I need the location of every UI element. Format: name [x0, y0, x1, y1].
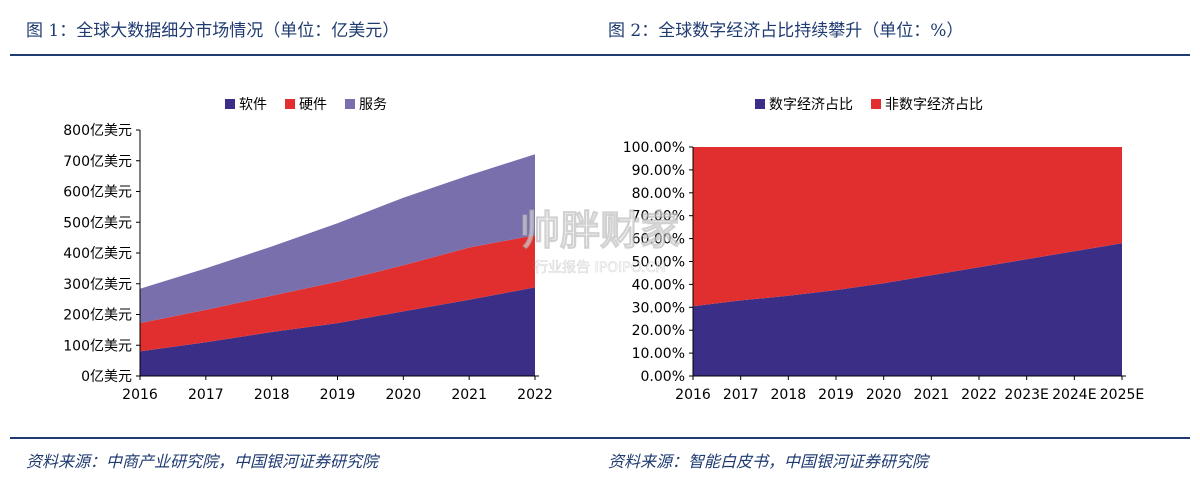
x-tick-label-0-6: 2022	[517, 387, 553, 403]
y-tick-label-0-7: 700亿美元	[63, 154, 132, 170]
bottom-rule	[10, 437, 1190, 439]
source-left: 资料来源：中商产业研究院，中国银河证券研究院	[26, 452, 379, 471]
y-tick-label-0-4: 400亿美元	[63, 246, 132, 262]
y-tick-label-0-1: 100亿美元	[63, 338, 132, 354]
y-tick-label-1-8: 80.00%	[632, 186, 685, 202]
x-tick-label-1-5: 2021	[914, 387, 950, 403]
legend-label-0-1: 硬件	[299, 97, 327, 113]
chart-right: 0.00% 10.00% 20.00% 30.00% 40.00% 50.00% 60.00…	[623, 97, 1145, 403]
chart-left: 0亿美元 100亿美元 200亿美元 300亿美元 400亿美元 500亿美元 600亿美元…	[63, 97, 553, 403]
y-tick-label-1-9: 90.00%	[632, 163, 685, 179]
legend-swatch-1-0	[755, 99, 765, 109]
y-tick-label-0-0: 0亿美元	[81, 369, 132, 385]
y-tick-label-0-5: 500亿美元	[63, 215, 132, 231]
y-tick-label-1-6: 60.00%	[632, 232, 685, 248]
y-tick-label-0-6: 600亿美元	[63, 185, 132, 201]
y-tick-label-1-5: 50.00%	[632, 255, 685, 271]
x-tick-label-1-4: 2020	[866, 387, 902, 403]
y-tick-label-1-3: 30.00%	[632, 300, 685, 316]
y-tick-label-1-1: 10.00%	[632, 346, 685, 362]
x-tick-label-0-5: 2021	[451, 387, 487, 403]
x-tick-label-1-1: 2017	[723, 387, 759, 403]
y-tick-label-0-8: 800亿美元	[63, 123, 132, 139]
y-tick-label-1-0: 0.00%	[641, 369, 685, 385]
legend-label-1-0: 数字经济占比	[769, 97, 853, 113]
x-tick-label-1-0: 2016	[675, 387, 711, 403]
x-tick-label-1-8: 2024E	[1052, 387, 1096, 403]
x-tick-label-0-1: 2017	[188, 387, 224, 403]
x-tick-label-1-9: 2025E	[1100, 387, 1144, 403]
y-tick-label-1-4: 40.00%	[632, 277, 685, 293]
legend-label-0-2: 服务	[359, 97, 387, 113]
y-tick-label-1-7: 70.00%	[632, 209, 685, 225]
x-tick-label-0-0: 2016	[122, 387, 158, 403]
y-tick-label-0-2: 200亿美元	[63, 308, 132, 324]
y-tick-label-1-2: 20.00%	[632, 323, 685, 339]
y-tick-label-0-3: 300亿美元	[63, 277, 132, 293]
area-series-0-0	[140, 287, 535, 376]
x-tick-label-1-2: 2018	[771, 387, 807, 403]
legend-swatch-1-1	[871, 99, 881, 109]
legend-swatch-0-1	[285, 99, 295, 109]
x-tick-label-1-3: 2019	[818, 387, 854, 403]
x-tick-label-0-2: 2018	[254, 387, 290, 403]
chart-title-left: 图 1：全球大数据细分市场情况（单位：亿美元）	[26, 21, 400, 41]
x-tick-label-0-3: 2019	[320, 387, 356, 403]
legend-swatch-0-2	[345, 99, 355, 109]
area-series-1-1	[693, 147, 1122, 307]
top-rule	[10, 54, 1190, 56]
area-series-0-2	[140, 154, 535, 324]
x-tick-label-0-4: 2020	[386, 387, 422, 403]
legend-swatch-0-0	[225, 99, 235, 109]
source-right: 资料来源：智能白皮书，中国银河证券研究院	[608, 452, 929, 471]
area-series-1-0	[693, 243, 1122, 376]
area-series-0-1	[140, 235, 535, 352]
legend-label-1-1: 非数字经济占比	[885, 97, 983, 113]
legend-label-0-0: 软件	[239, 97, 267, 113]
x-tick-label-1-6: 2022	[961, 387, 997, 403]
y-tick-label-1-10: 100.00%	[623, 140, 685, 156]
x-tick-label-1-7: 2023E	[1004, 387, 1048, 403]
chart-title-right: 图 2：全球数字经济占比持续攀升（单位：%）	[608, 21, 964, 41]
